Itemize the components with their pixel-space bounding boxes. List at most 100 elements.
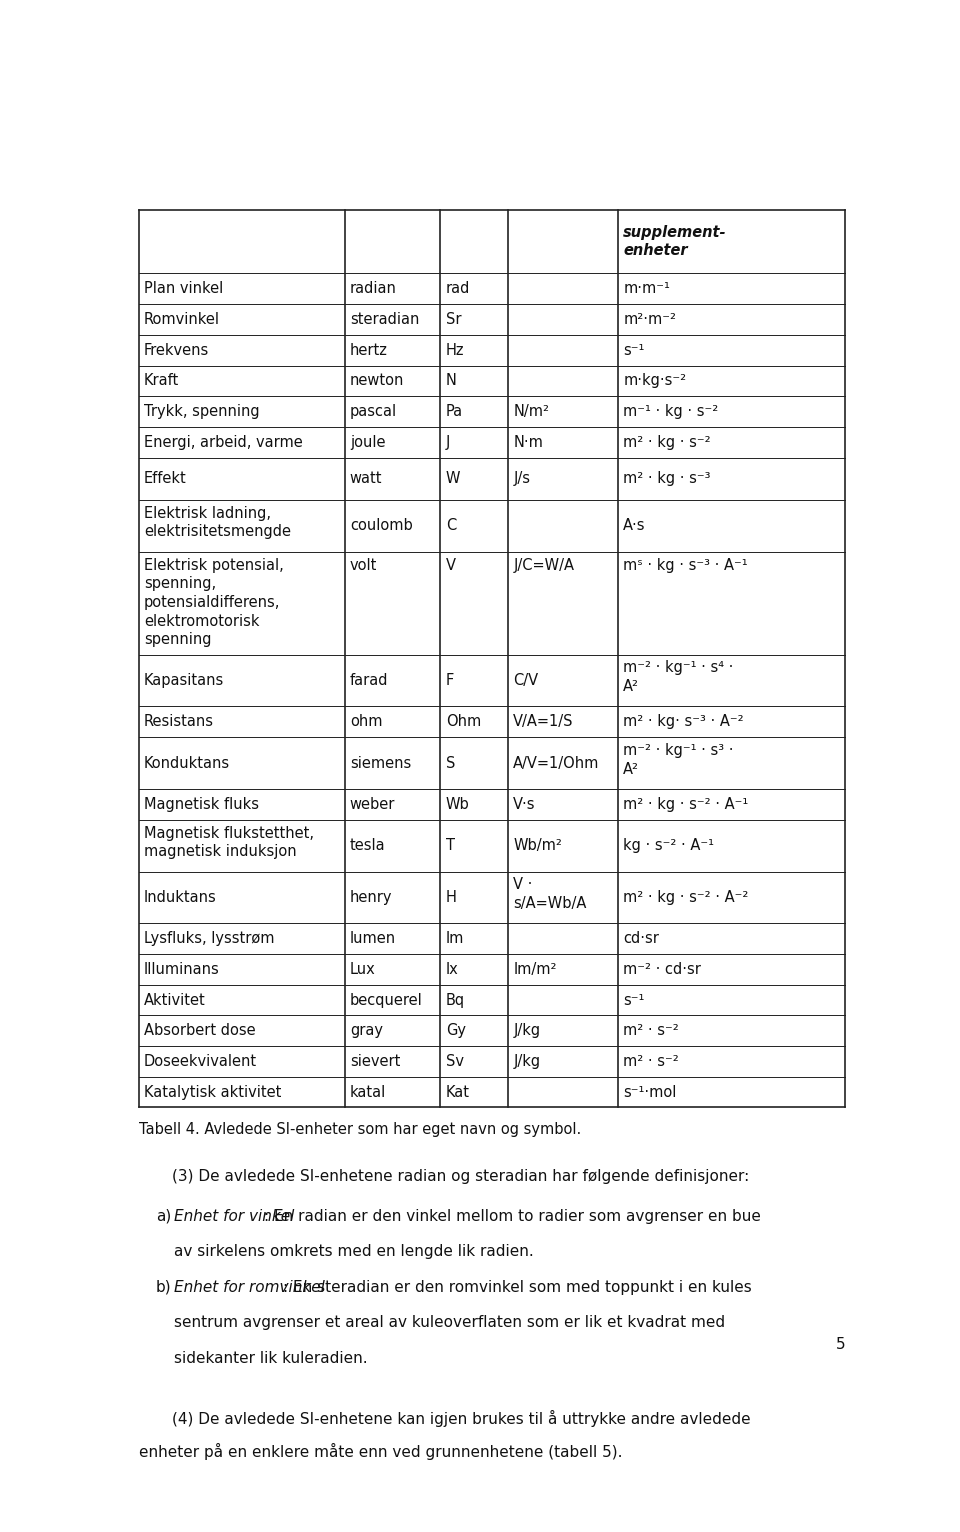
Text: rad: rad — [445, 282, 470, 296]
Text: supplement-
enheter: supplement- enheter — [623, 225, 727, 259]
Text: V ·
s/A=Wb/A: V · s/A=Wb/A — [514, 878, 587, 912]
Text: cd·sr: cd·sr — [623, 931, 660, 947]
Text: Ohm: Ohm — [445, 714, 481, 729]
Text: Kraft: Kraft — [144, 374, 180, 388]
Text: Enhet for romvinkel: Enhet for romvinkel — [174, 1279, 324, 1295]
Text: mˢ · kg · s⁻³ · A⁻¹: mˢ · kg · s⁻³ · A⁻¹ — [623, 558, 748, 573]
Text: av sirkelens omkrets med en lengde lik radien.: av sirkelens omkrets med en lengde lik r… — [174, 1244, 534, 1259]
Text: Frekvens: Frekvens — [144, 343, 209, 357]
Text: kg · s⁻² · A⁻¹: kg · s⁻² · A⁻¹ — [623, 838, 714, 853]
Text: Aktivitet: Aktivitet — [144, 993, 205, 1008]
Text: Effekt: Effekt — [144, 472, 186, 486]
Text: Magnetisk fluks: Magnetisk fluks — [144, 797, 259, 812]
Text: s⁻¹: s⁻¹ — [623, 343, 645, 357]
Text: C: C — [445, 518, 456, 533]
Text: m²·m⁻²: m²·m⁻² — [623, 313, 676, 326]
Text: becquerel: becquerel — [349, 993, 422, 1008]
Text: Hz: Hz — [445, 343, 465, 357]
Text: Pa: Pa — [445, 404, 463, 420]
Text: Kat: Kat — [445, 1085, 469, 1100]
Text: gray: gray — [349, 1023, 383, 1039]
Text: lumen: lumen — [349, 931, 396, 947]
Text: Elektrisk potensial,
spenning,
potensialdifferens,
elektromotorisk
spenning: Elektrisk potensial, spenning, potensial… — [144, 558, 283, 647]
Text: 5: 5 — [836, 1337, 846, 1351]
Text: steradian: steradian — [349, 313, 420, 326]
Text: Doseekvivalent: Doseekvivalent — [144, 1054, 257, 1069]
Text: J: J — [445, 435, 450, 450]
Text: s⁻¹·mol: s⁻¹·mol — [623, 1085, 677, 1100]
Text: katal: katal — [349, 1085, 386, 1100]
Text: newton: newton — [349, 374, 404, 388]
Text: Plan vinkel: Plan vinkel — [144, 282, 223, 296]
Text: Energi, arbeid, varme: Energi, arbeid, varme — [144, 435, 302, 450]
Text: Resistans: Resistans — [144, 714, 214, 729]
Text: henry: henry — [349, 890, 393, 905]
Text: m² · kg · s⁻²: m² · kg · s⁻² — [623, 435, 711, 450]
Text: hertz: hertz — [349, 343, 388, 357]
Text: pascal: pascal — [349, 404, 396, 420]
Text: : En radian er den vinkel mellom to radier som avgrenser en bue: : En radian er den vinkel mellom to radi… — [264, 1209, 761, 1224]
Text: Elektrisk ladning,
elektrisitetsmengde: Elektrisk ladning, elektrisitetsmengde — [144, 506, 291, 539]
Text: V/A=1/S: V/A=1/S — [514, 714, 574, 729]
Text: coulomb: coulomb — [349, 518, 413, 533]
Text: m⁻² · cd·sr: m⁻² · cd·sr — [623, 962, 701, 977]
Text: Magnetisk flukstetthet,
magnetisk induksjon: Magnetisk flukstetthet, magnetisk induks… — [144, 826, 314, 859]
Text: m² · s⁻²: m² · s⁻² — [623, 1054, 679, 1069]
Text: Wb/m²: Wb/m² — [514, 838, 562, 853]
Text: b): b) — [156, 1279, 171, 1295]
Text: N: N — [445, 374, 457, 388]
Text: ohm: ohm — [349, 714, 382, 729]
Text: m·kg·s⁻²: m·kg·s⁻² — [623, 374, 686, 388]
Text: Kapasitans: Kapasitans — [144, 673, 224, 688]
Text: Katalytisk aktivitet: Katalytisk aktivitet — [144, 1085, 281, 1100]
Text: weber: weber — [349, 797, 396, 812]
Text: Konduktans: Konduktans — [144, 755, 230, 771]
Text: Enhet for vinkel: Enhet for vinkel — [174, 1209, 294, 1224]
Text: tesla: tesla — [349, 838, 385, 853]
Text: m² · kg· s⁻³ · A⁻²: m² · kg· s⁻³ · A⁻² — [623, 714, 744, 729]
Text: lm/m²: lm/m² — [514, 962, 557, 977]
Text: joule: joule — [349, 435, 385, 450]
Text: J/kg: J/kg — [514, 1023, 540, 1039]
Text: Lysfluks, lysstrøm: Lysfluks, lysstrøm — [144, 931, 275, 947]
Text: A/V=1/Ohm: A/V=1/Ohm — [514, 755, 600, 771]
Text: J/s: J/s — [514, 472, 530, 486]
Text: m⁻² · kg⁻¹ · s³ ·
A²: m⁻² · kg⁻¹ · s³ · A² — [623, 743, 733, 777]
Text: : En steradian er den romvinkel som med toppunkt i en kules: : En steradian er den romvinkel som med … — [283, 1279, 752, 1295]
Text: C/V: C/V — [514, 673, 539, 688]
Text: (4) De avledede SI-enhetene kan igjen brukes til å uttrykke andre avledede: (4) De avledede SI-enhetene kan igjen br… — [172, 1409, 751, 1426]
Text: Tabell 4. Avledede SI-enheter som har eget navn og symbol.: Tabell 4. Avledede SI-enheter som har eg… — [138, 1121, 581, 1137]
Text: Romvinkel: Romvinkel — [144, 313, 220, 326]
Text: A·s: A·s — [623, 518, 646, 533]
Text: m² · kg · s⁻² · A⁻²: m² · kg · s⁻² · A⁻² — [623, 890, 749, 905]
Text: watt: watt — [349, 472, 382, 486]
Text: sievert: sievert — [349, 1054, 400, 1069]
Text: radian: radian — [349, 282, 396, 296]
Text: S: S — [445, 755, 455, 771]
Text: V·s: V·s — [514, 797, 536, 812]
Text: m² · s⁻²: m² · s⁻² — [623, 1023, 679, 1039]
Text: J/C=W/A: J/C=W/A — [514, 558, 574, 573]
Text: T: T — [445, 838, 455, 853]
Text: F: F — [445, 673, 454, 688]
Text: volt: volt — [349, 558, 377, 573]
Text: N/m²: N/m² — [514, 404, 549, 420]
Text: Induktans: Induktans — [144, 890, 217, 905]
Text: Lux: Lux — [349, 962, 375, 977]
Text: s⁻¹: s⁻¹ — [623, 993, 645, 1008]
Text: V: V — [445, 558, 456, 573]
Text: a): a) — [156, 1209, 171, 1224]
Text: lx: lx — [445, 962, 459, 977]
Text: H: H — [445, 890, 457, 905]
Text: m² · kg · s⁻² · A⁻¹: m² · kg · s⁻² · A⁻¹ — [623, 797, 749, 812]
Text: Wb: Wb — [445, 797, 469, 812]
Text: Trykk, spenning: Trykk, spenning — [144, 404, 259, 420]
Text: N·m: N·m — [514, 435, 543, 450]
Text: m⁻¹ · kg · s⁻²: m⁻¹ · kg · s⁻² — [623, 404, 718, 420]
Text: Gy: Gy — [445, 1023, 466, 1039]
Text: enheter på en enklere måte enn ved grunnenhetene (tabell 5).: enheter på en enklere måte enn ved grunn… — [138, 1443, 622, 1460]
Text: Absorbert dose: Absorbert dose — [144, 1023, 255, 1039]
Text: sentrum avgrenser et areal av kuleoverflaten som er lik et kvadrat med: sentrum avgrenser et areal av kuleoverfl… — [174, 1314, 725, 1330]
Text: W: W — [445, 472, 460, 486]
Text: (3) De avledede SI-enhetene radian og steradian har følgende definisjoner:: (3) De avledede SI-enhetene radian og st… — [172, 1169, 750, 1184]
